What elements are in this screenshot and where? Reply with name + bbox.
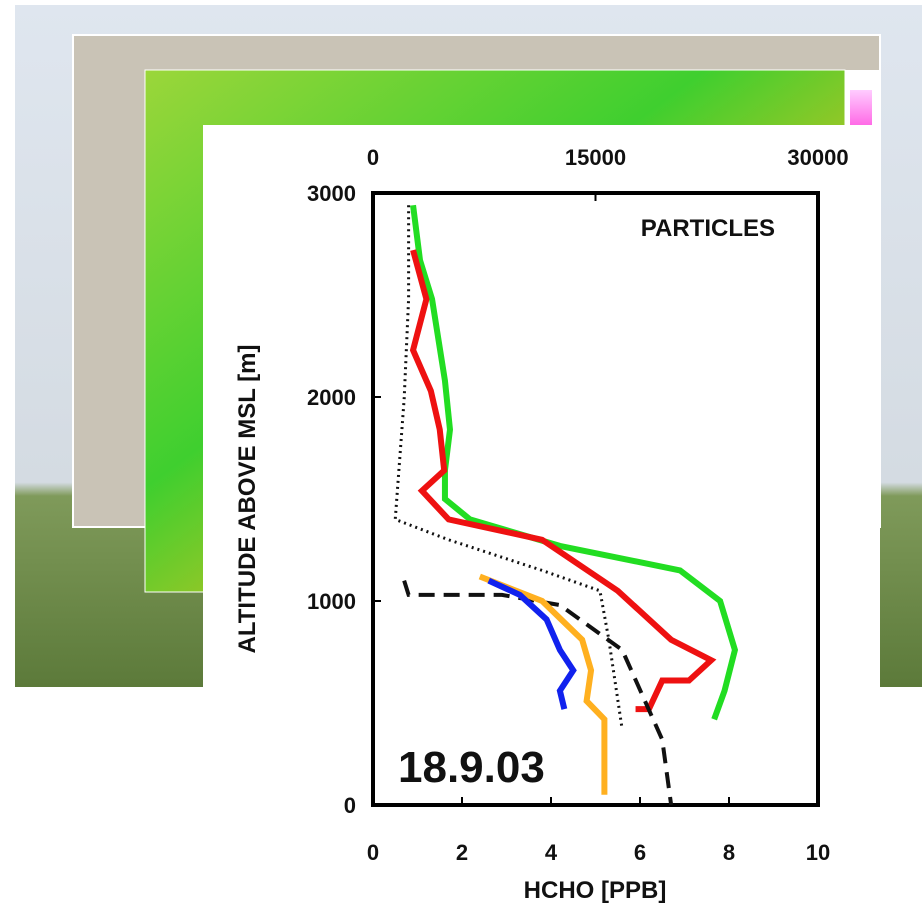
data-line xyxy=(402,580,674,806)
data-line xyxy=(478,573,608,795)
y-tick-label: 3000 xyxy=(307,181,356,206)
chart-panel xyxy=(203,125,880,914)
x2-tick-label: 15000 xyxy=(565,145,626,170)
x-tick-label: 4 xyxy=(545,840,558,865)
x-tick-label: 6 xyxy=(634,840,646,865)
data-line xyxy=(410,204,739,721)
annotation: PARTICLES xyxy=(641,215,775,242)
x-tick-label: 8 xyxy=(723,840,735,865)
y-tick-label: 2000 xyxy=(307,385,356,410)
y-tick-label: 1000 xyxy=(307,589,356,614)
data-line xyxy=(487,577,577,710)
data-line xyxy=(393,205,624,730)
annotation: 18.9.03 xyxy=(398,743,545,792)
data-line xyxy=(409,249,717,713)
x2-tick-label: 0 xyxy=(367,145,379,170)
x-tick-label: 10 xyxy=(806,840,830,865)
y-tick-label: 0 xyxy=(344,793,356,818)
x2-tick-label: 30000 xyxy=(787,145,848,170)
x-axis-label: HCHO [PPB] xyxy=(524,877,667,904)
x-tick-label: 0 xyxy=(367,840,379,865)
y-axis-label: ALTITUDE ABOVE MSL [m] xyxy=(234,345,261,654)
x-tick-label: 2 xyxy=(456,840,468,865)
